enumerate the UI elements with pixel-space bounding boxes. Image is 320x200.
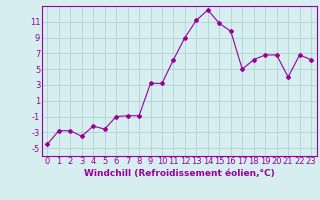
X-axis label: Windchill (Refroidissement éolien,°C): Windchill (Refroidissement éolien,°C)	[84, 169, 275, 178]
